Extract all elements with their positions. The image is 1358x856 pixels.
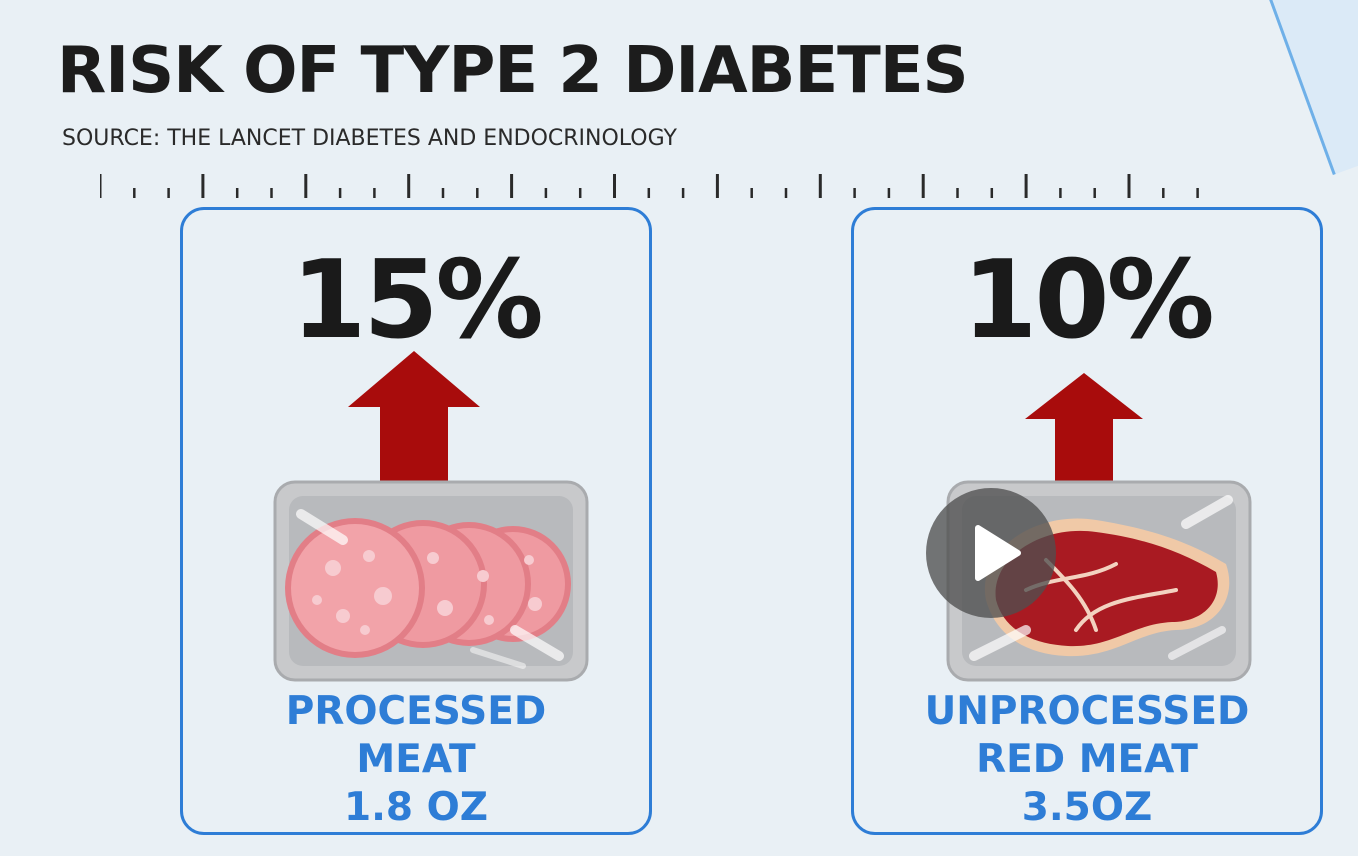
label-amount: 3.5OZ <box>1021 785 1153 830</box>
source-caption: SOURCE: THE LANCET DIABETES AND ENDOCRIN… <box>62 126 677 151</box>
salami-slices-tray-icon <box>273 480 589 682</box>
page-title: RISK OF TYPE 2 DIABETES <box>57 34 969 108</box>
unprocessed-red-meat-card: 10% UNPROCESSED RED MEAT 3.5OZ <box>851 207 1323 835</box>
label-line: MEAT <box>356 737 476 782</box>
label-line: UNPROCESSED <box>924 689 1250 734</box>
up-arrow-icon <box>348 351 480 481</box>
label-amount: 1.8 OZ <box>343 785 489 830</box>
corner-decoration <box>1264 0 1358 176</box>
up-arrow-icon <box>1025 373 1143 481</box>
label-line: PROCESSED <box>285 689 547 734</box>
play-icon <box>975 525 1021 581</box>
play-button[interactable] <box>926 488 1056 618</box>
ruler-decoration <box>100 174 1199 198</box>
unprocessed-red-meat-label: UNPROCESSED RED MEAT 3.5OZ <box>854 688 1320 832</box>
label-line: RED MEAT <box>976 737 1198 782</box>
processed-meat-card: 15% <box>180 207 652 835</box>
processed-meat-label: PROCESSED MEAT 1.8 OZ <box>183 688 649 832</box>
processed-meat-percent: 15% <box>291 238 544 363</box>
unprocessed-red-meat-percent: 10% <box>962 238 1215 363</box>
